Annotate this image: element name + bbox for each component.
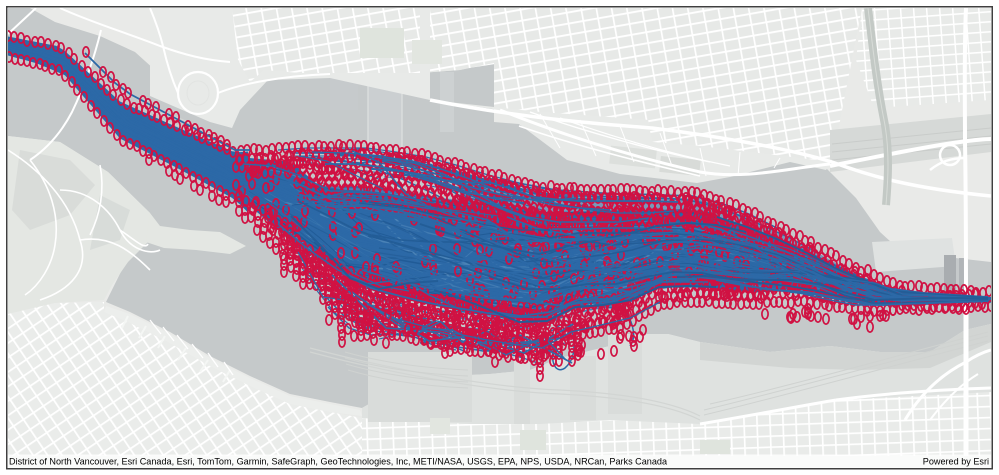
svg-text:Powered by Esri: Powered by Esri bbox=[923, 457, 989, 467]
svg-text:District of North Vancouver, E: District of North Vancouver, Esri Canada… bbox=[9, 457, 668, 467]
